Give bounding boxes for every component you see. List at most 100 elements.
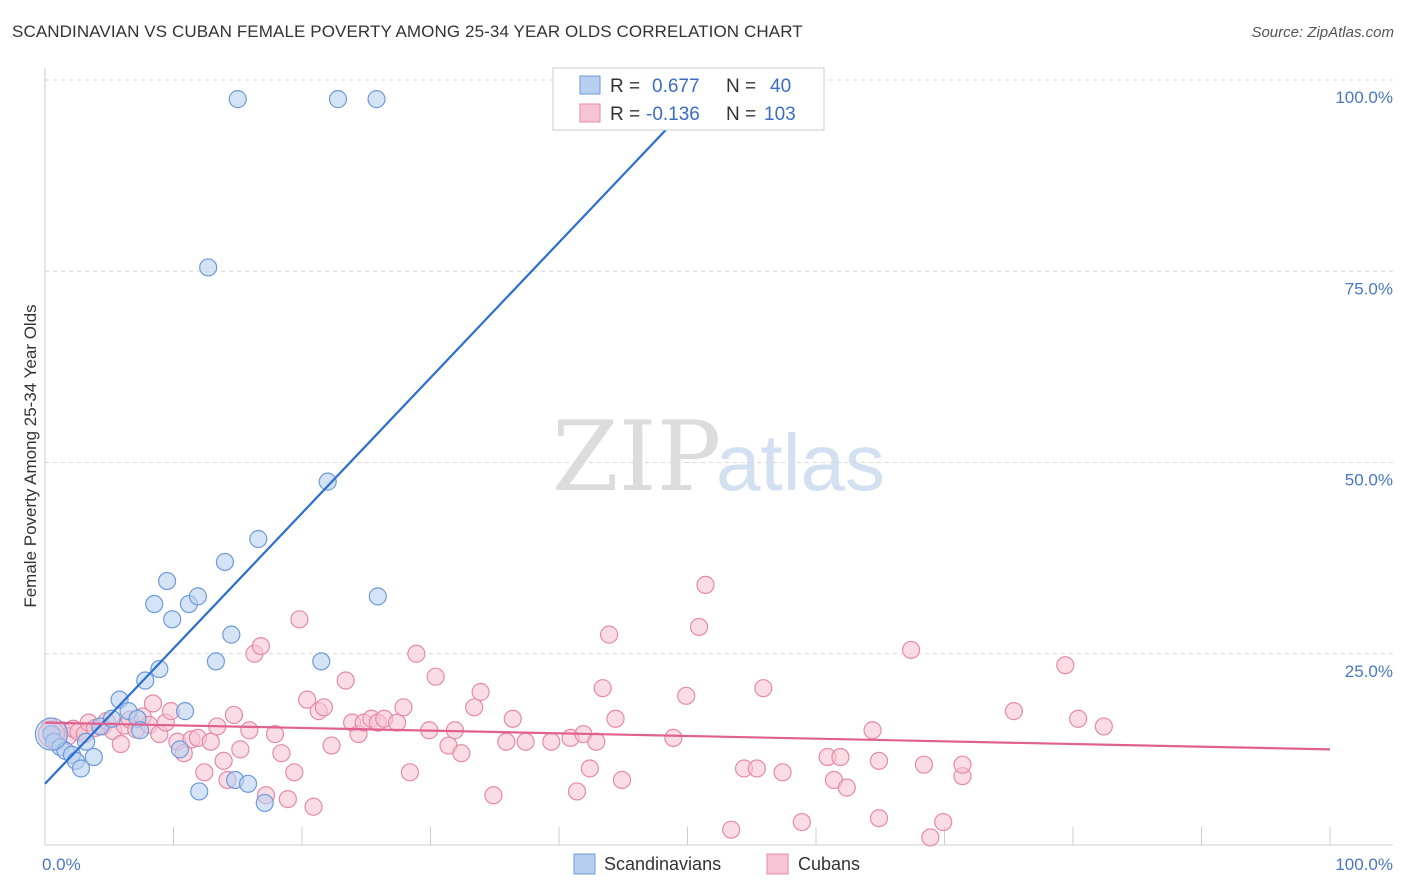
bottom-legend-swatch-scandinavians [573,853,596,875]
point-cubans-33 [231,740,250,759]
point-cubans-34 [240,721,259,740]
series-scandinavians [34,90,720,813]
point-scandinavians-26 [206,652,226,671]
point-cubans-69 [516,732,535,751]
point-cubans-79 [612,770,632,790]
watermark: ZIP atlas [552,401,885,513]
axes [44,68,1393,846]
point-scandinavians-cluster [34,717,69,751]
source-credit: Source: ZipAtlas.com [1251,24,1394,41]
x-tick-label-100: 100.0% [1335,855,1393,874]
point-cubans-58 [407,644,426,663]
point-cubans-64 [465,698,484,717]
y-tick-label-25: 25.0% [1345,662,1393,681]
point-scandinavians-20 [170,740,190,759]
point-scandinavians-6 [71,759,91,778]
point-scandinavians-38 [368,587,387,606]
point-scandinavians-25 [199,258,218,277]
point-scandinavians-8 [84,747,103,767]
point-cubans-27 [195,763,214,782]
point-cubans-82 [689,617,709,637]
correlation-legend: R = 0.677 N = 40 R = -0.136 N = 103 [552,67,825,131]
point-cubans-102 [953,755,972,774]
point-cubans-60 [426,667,445,686]
point-cubans-100 [934,812,953,832]
point-scandinavians-21 [175,702,195,721]
point-scandinavians-32 [249,529,268,549]
point-cubans-46 [314,698,333,717]
point-cubans-30 [214,751,233,770]
point-cubans-38 [265,724,285,744]
point-cubans-57 [400,763,420,782]
point-cubans-65 [471,682,490,702]
point-cubans-97 [901,640,921,660]
point-cubans-44 [304,797,323,816]
series-cubans [37,575,1113,847]
y-axis-label: Female Poverty Among 25-34 Year Olds [21,304,40,607]
point-cubans-19 [143,694,163,713]
legend-swatch-cubans [579,103,601,123]
point-cubans-105 [1069,709,1088,728]
point-cubans-92 [831,747,850,767]
point-cubans-47 [322,736,341,755]
point-cubans-13 [111,734,130,754]
point-cubans-84 [722,820,741,839]
legend-n-value-cubans: 103 [764,104,796,125]
point-cubans-66 [484,786,503,805]
point-scandinavians-15 [136,671,155,690]
point-cubans-104 [1056,656,1075,675]
point-scandinavians-36 [328,90,348,109]
point-cubans-83 [696,575,715,595]
point-scandinavians-18 [157,571,177,591]
bottom-legend-label-scandinavians: Scandinavians [604,854,721,874]
point-cubans-81 [677,686,696,705]
point-scandinavians-33 [255,793,274,813]
point-cubans-67 [497,732,516,751]
point-cubans-43 [298,690,317,709]
legend-r-value-scandinavians: 0.677 [652,76,700,97]
watermark-zip: ZIP [552,401,721,513]
point-cubans-86 [747,759,766,778]
point-cubans-93 [837,778,856,797]
point-cubans-96 [869,751,889,770]
point-scandinavians-14 [130,721,150,740]
point-cubans-32 [224,705,243,725]
point-cubans-94 [863,721,882,740]
trend-lines [44,79,1331,785]
bottom-legend-swatch-cubans [766,853,789,875]
point-cubans-98 [914,755,934,774]
point-cubans-106 [1094,717,1113,736]
point-scandinavians-17 [150,659,169,679]
point-cubans-40 [278,789,297,809]
point-cubans-99 [921,828,940,847]
point-cubans-36 [251,636,270,656]
point-cubans-39 [272,744,291,763]
gridlines [45,79,1393,655]
legend-n-label-1: N = [726,76,756,97]
legend-n-value-scandinavians: 40 [770,76,791,97]
legend-swatch-scandinavians [579,75,601,95]
point-cubans-89 [792,812,811,832]
series-legend: Scandinavians Cubans [573,853,860,875]
point-cubans-95 [869,809,889,828]
trend-line-scandinavians [44,79,714,785]
point-scandinavians-16 [145,594,164,614]
y-tick-label-75: 75.0% [1345,279,1393,298]
point-cubans-42 [290,610,309,629]
y-tick-label-100: 100.0% [1335,88,1393,107]
point-scandinavians-28 [222,625,241,644]
point-cubans-41 [285,763,304,782]
point-cubans-56 [394,698,413,717]
point-cubans-80 [664,728,683,748]
point-cubans-72 [567,782,587,801]
point-cubans-70 [542,732,561,751]
point-scandinavians-19 [163,610,182,629]
point-cubans-55 [387,713,407,732]
point-cubans-63 [452,744,471,763]
point-scandinavians-35 [318,472,337,491]
point-cubans-88 [773,763,792,782]
point-cubans-74 [580,759,599,778]
point-scandinavians-37 [367,90,386,109]
point-cubans-75 [587,732,606,751]
